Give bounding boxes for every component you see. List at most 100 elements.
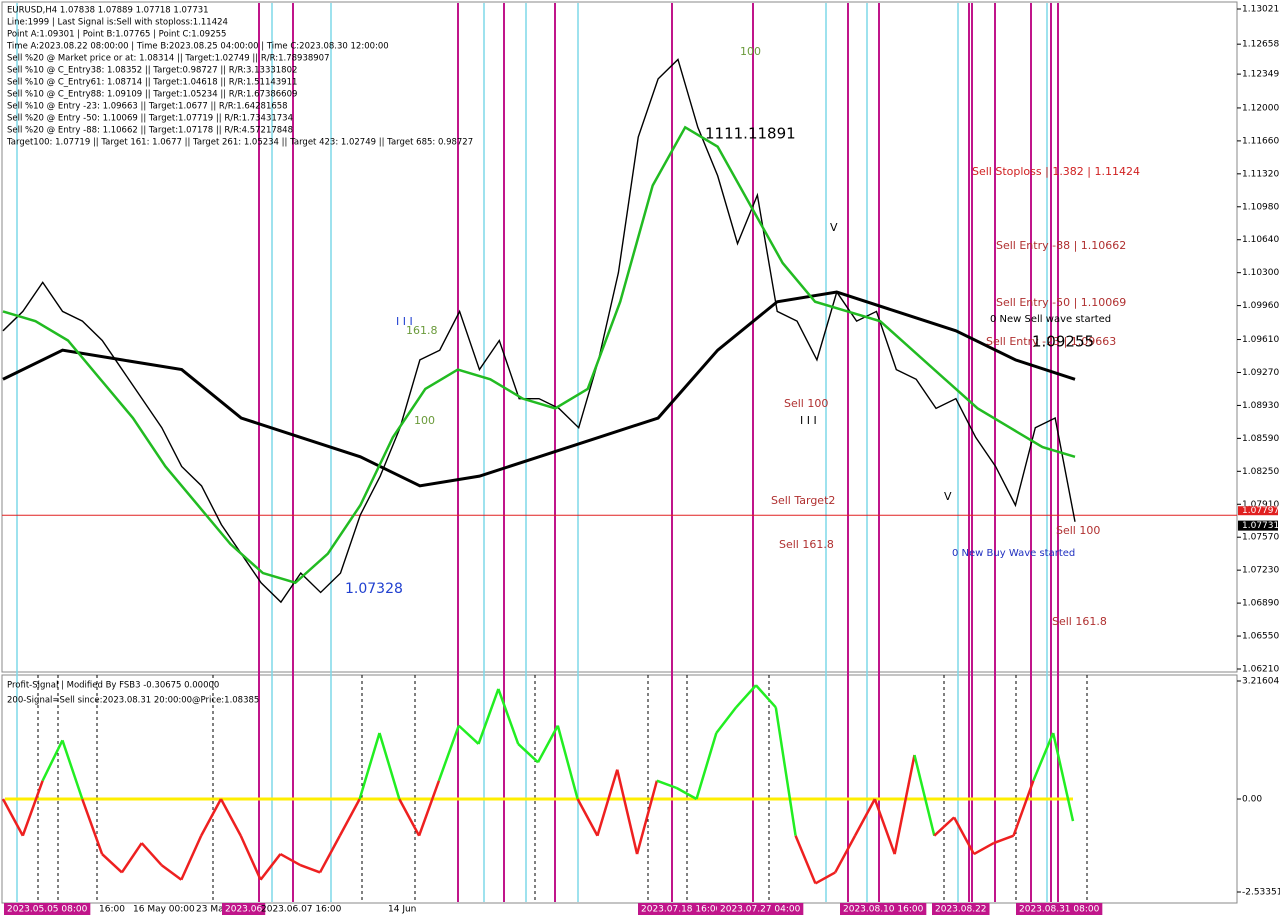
oscillator-segment bbox=[993, 834, 1014, 845]
info-line: Sell %20 @ Entry -50: 1.10069 || Target:… bbox=[7, 114, 293, 124]
info-line: Line:1999 | Last Signal is:Sell with sto… bbox=[7, 18, 228, 28]
date-label: 16:00 bbox=[99, 905, 125, 915]
oscillator-segment bbox=[239, 835, 262, 881]
date-box bbox=[840, 903, 927, 915]
oscillator-segment bbox=[834, 835, 857, 874]
y-tick-label: 1.09610 bbox=[1242, 335, 1279, 345]
price-box bbox=[1238, 506, 1278, 516]
oscillator-segment bbox=[715, 706, 738, 734]
oscillator-segment bbox=[755, 684, 777, 709]
oscillator-segment bbox=[497, 688, 520, 745]
y-tick-label: 1.13021 bbox=[1242, 5, 1279, 15]
oscillator-segment bbox=[219, 798, 242, 837]
info-line: Sell %20 @ Entry -88: 1.10662 || Target:… bbox=[7, 126, 293, 136]
info-line: Sell %10 @ C_Entry88: 1.09109 || Target:… bbox=[7, 90, 297, 100]
y-tick-label: 1.06550 bbox=[1242, 632, 1279, 642]
date-label: 2023.07.27 04:00 bbox=[720, 905, 801, 915]
date-label: 2023.08.31 08:00 bbox=[1019, 905, 1100, 915]
info-line: Point A:1.09301 | Point B:1.07765 | Poin… bbox=[7, 30, 226, 40]
annotation: I I I bbox=[800, 414, 817, 427]
oscillator-segment bbox=[1051, 732, 1075, 822]
y-tick-label: 0.00 bbox=[1242, 795, 1262, 805]
date-box bbox=[1016, 903, 1103, 915]
annotation: 1.07328 bbox=[345, 581, 403, 597]
oscillator-segment bbox=[338, 798, 361, 837]
oscillator-segment bbox=[61, 739, 84, 800]
y-tick-label: 1.09960 bbox=[1242, 301, 1279, 311]
info-line: Sell %10 @ C_Entry38: 1.08352 || Target:… bbox=[7, 66, 297, 76]
info-line: Target100: 1.07719 || Target 161: 1.0677… bbox=[6, 138, 473, 148]
info-line: Sell %20 @ Market price or at: 1.08314 |… bbox=[7, 54, 330, 64]
info-line: Sell %10 @ Entry -23: 1.09663 || Target:… bbox=[7, 102, 288, 112]
oscillator-segment bbox=[259, 853, 282, 881]
oscillator-segment bbox=[517, 743, 539, 764]
annotation: 0 New Sell wave started bbox=[990, 314, 1111, 325]
oscillator-segment bbox=[656, 779, 678, 790]
date-box bbox=[222, 903, 266, 915]
oscillator-segment bbox=[933, 816, 955, 837]
annotation: Sell 161.8 bbox=[1052, 615, 1107, 628]
annotation: 100 bbox=[414, 414, 435, 427]
annotation: 100 bbox=[740, 45, 761, 58]
annotation: 161.8 bbox=[406, 324, 438, 337]
oscillator-segment bbox=[437, 725, 460, 782]
date-label: 2023.07.18 16:00 bbox=[641, 905, 722, 915]
oscillator-segment bbox=[616, 769, 639, 855]
oscillator-segment bbox=[1, 798, 24, 837]
oscillator-segment bbox=[1012, 780, 1035, 837]
info-line: Sell %10 @ C_Entry61: 1.08714 || Target:… bbox=[7, 78, 297, 88]
date-label: 2023.06 bbox=[225, 905, 262, 915]
annotation: Sell Entry -23 | 1.09663 bbox=[986, 335, 1116, 348]
oscillator-segment bbox=[893, 754, 916, 855]
y-tick-label: -2.53351 bbox=[1242, 888, 1280, 898]
oscillator-segment bbox=[180, 835, 203, 881]
y-tick-label: 1.12658 bbox=[1242, 40, 1279, 50]
date-box bbox=[717, 903, 804, 915]
y-tick-label: 1.10300 bbox=[1242, 268, 1279, 278]
y-tick-label: 1.07910 bbox=[1242, 500, 1279, 510]
annotation: 1.09255 bbox=[1032, 333, 1094, 351]
annotation: 1111.11891 bbox=[705, 125, 796, 143]
y-tick-label: 1.08590 bbox=[1242, 434, 1279, 444]
oscillator-segment bbox=[635, 780, 659, 855]
oscillator-segment bbox=[200, 798, 223, 837]
oscillator-segment bbox=[556, 725, 579, 800]
oscillator-segment bbox=[279, 852, 301, 867]
annotation: Sell 161.8 bbox=[779, 538, 834, 551]
date-box bbox=[932, 903, 990, 915]
y-tick-label: 1.06210 bbox=[1242, 665, 1279, 675]
oscillator-segment bbox=[81, 798, 104, 855]
y-tick-label: 1.08930 bbox=[1242, 401, 1279, 411]
price-box bbox=[1238, 520, 1278, 531]
oscillator-segment bbox=[853, 798, 876, 837]
indicator-title: Profit-Signal | Modified By FSB3 -0.3067… bbox=[7, 681, 219, 691]
annotation: Sell 100 bbox=[784, 397, 828, 410]
oscillator-segment bbox=[398, 798, 421, 837]
date-box bbox=[638, 903, 725, 915]
oscillator-segment bbox=[457, 724, 480, 745]
oscillator-segment bbox=[873, 798, 896, 855]
annotation: I I I bbox=[396, 315, 413, 328]
y-tick-label: 1.11660 bbox=[1242, 136, 1279, 146]
oscillator-segment bbox=[160, 864, 183, 881]
oscillator-segment bbox=[140, 842, 163, 866]
annotation: Sell 100 bbox=[1056, 524, 1100, 537]
info-line: EURUSD,H4 1.07838 1.07889 1.07718 1.0773… bbox=[7, 6, 209, 16]
oscillator-segment bbox=[973, 841, 995, 856]
price-label: 1.07797 bbox=[1242, 506, 1279, 516]
oscillator-segment bbox=[318, 835, 341, 874]
oscillator-segment bbox=[695, 732, 718, 800]
date-label: 16 May 00:00 bbox=[133, 905, 195, 915]
oscillator-segment bbox=[477, 688, 500, 745]
date-label: 23 Ma bbox=[196, 905, 224, 915]
oscillator-segment bbox=[41, 739, 64, 782]
indicator-frame bbox=[1, 674, 1238, 904]
y-tick-label: 1.07570 bbox=[1242, 533, 1279, 543]
oscillator-segment bbox=[417, 780, 441, 837]
oscillator-segment bbox=[378, 732, 401, 800]
info-line: Time A:2023.08.22 08:00:00 | Time B:2023… bbox=[6, 42, 389, 52]
oscillator-segment bbox=[676, 786, 698, 801]
y-tick-label: 1.12349 bbox=[1242, 70, 1279, 80]
y-tick-label: 1.07230 bbox=[1242, 566, 1279, 576]
